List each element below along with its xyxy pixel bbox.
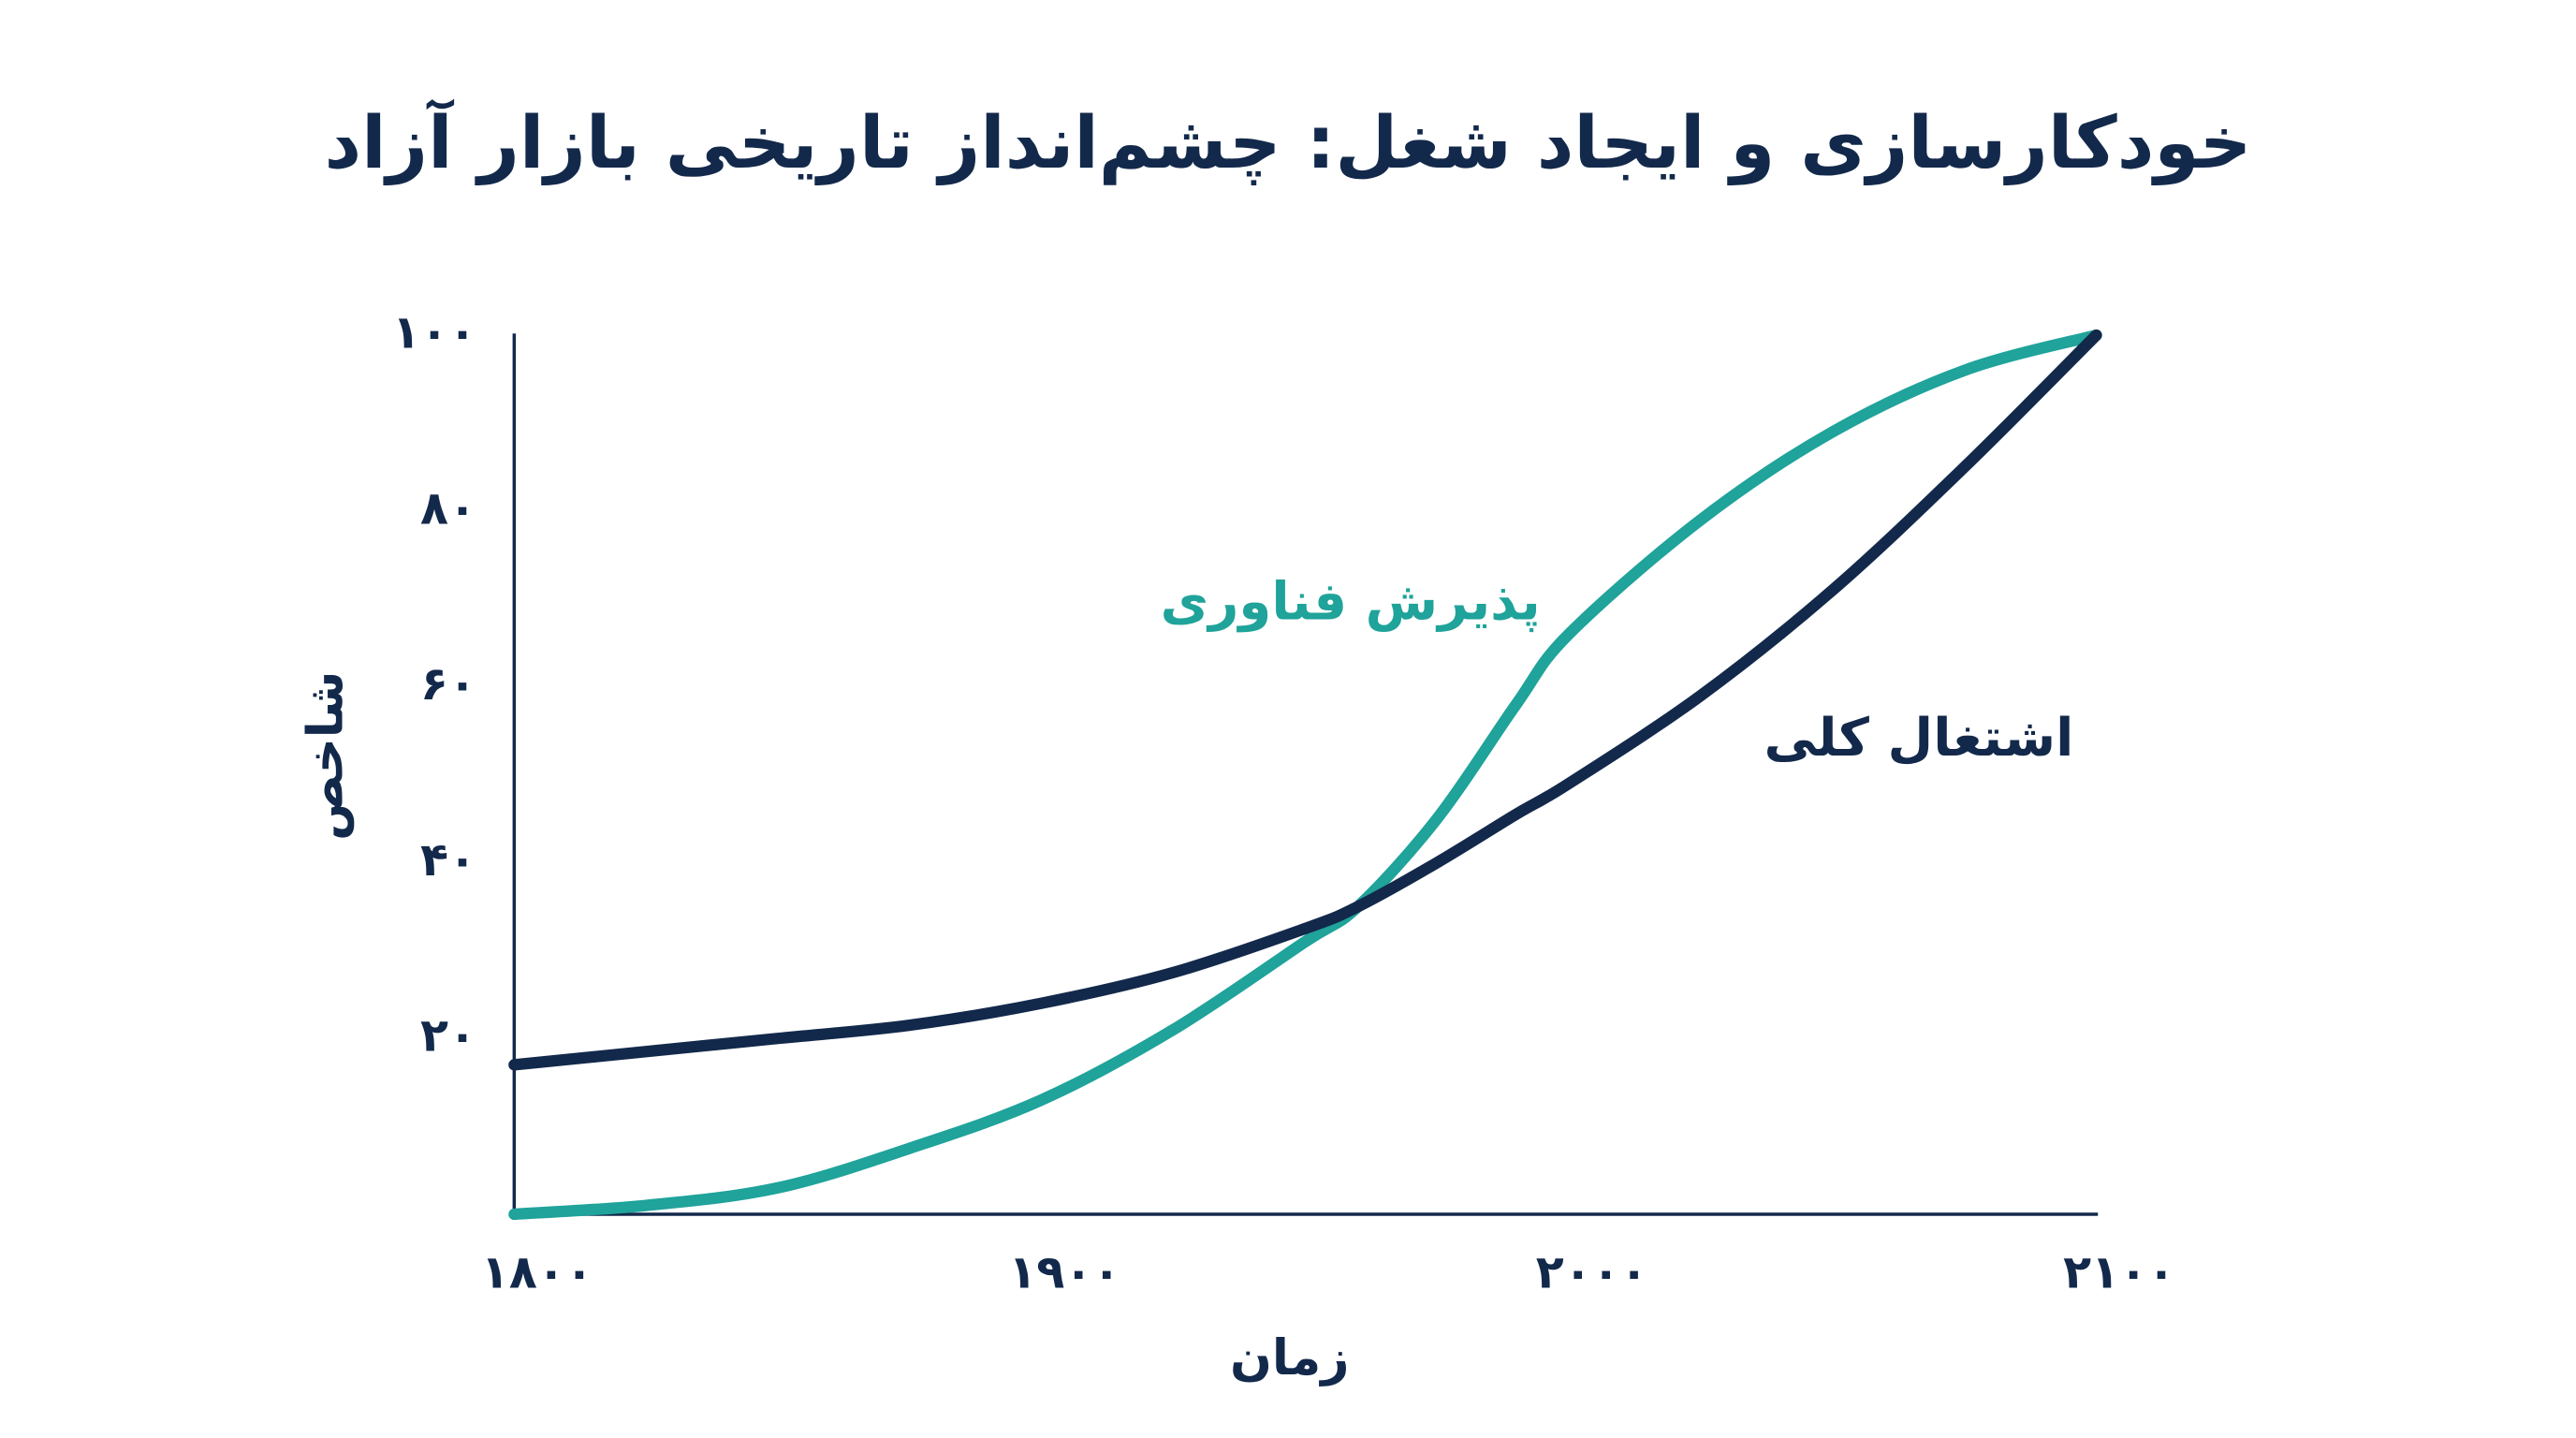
y-tick-label: ۶۰ — [420, 656, 476, 711]
series-line — [508, 329, 2102, 1221]
series-label: پذیرش فناوری — [1161, 571, 1541, 632]
y-tick-label: ۲۰ — [420, 1008, 476, 1063]
x-tick-label: ۲۱۰۰ — [2063, 1244, 2175, 1299]
y-tick-label: ۸۰ — [420, 480, 476, 535]
series-label: اشتغال کلی — [1764, 708, 2074, 769]
y-axis-label: شاخص — [298, 671, 355, 841]
x-tick-label: ۱۸۰۰ — [481, 1244, 593, 1299]
chart-title: خودکارسازی و ایجاد شغل: چشم‌انداز تاریخی… — [325, 98, 2252, 185]
x-axis-label: زمان — [1230, 1329, 1350, 1387]
x-tick-label: ۱۹۰۰ — [1008, 1244, 1120, 1299]
y-tick-label: ۱۰۰ — [392, 305, 476, 360]
series-line — [508, 329, 2102, 1071]
y-tick-label: ۴۰ — [420, 832, 476, 887]
x-tick-label: ۲۰۰۰ — [1536, 1244, 1648, 1299]
